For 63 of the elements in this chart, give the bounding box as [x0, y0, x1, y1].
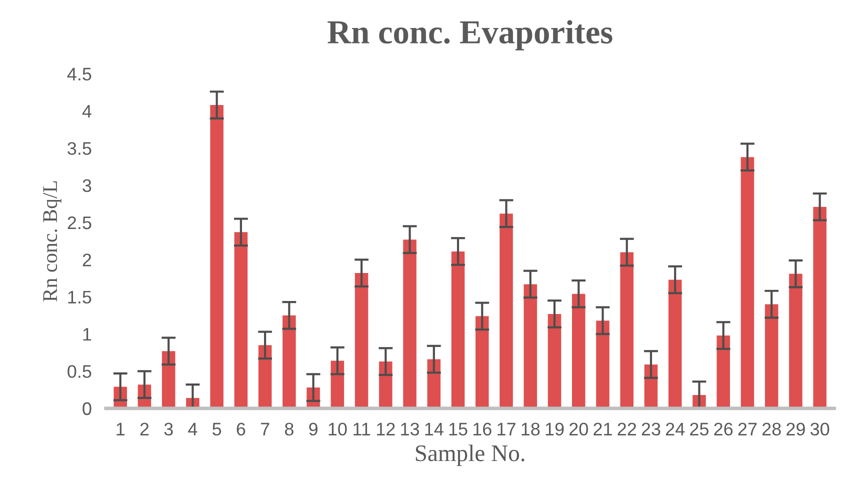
x-tick-label: 21	[594, 422, 612, 436]
x-tick-label: 13	[401, 422, 420, 436]
x-tick-label: 17	[498, 422, 516, 436]
bar	[668, 280, 682, 408]
y-tick-label: 4	[82, 105, 92, 118]
x-tick-label: 1	[116, 422, 124, 436]
bar	[764, 304, 778, 408]
x-tick-label: 24	[666, 422, 685, 436]
bar	[234, 232, 248, 408]
bar	[500, 214, 513, 408]
bar	[740, 157, 754, 408]
x-tick-label: 23	[642, 422, 660, 436]
bar	[813, 206, 826, 408]
bar	[282, 315, 296, 408]
x-tick-label: 10	[328, 422, 347, 436]
x-tick-label: 26	[714, 422, 733, 436]
bar	[789, 274, 802, 408]
y-tick-label: 0	[82, 402, 92, 416]
y-tick-label: 4.5	[67, 68, 92, 81]
x-tick-label: 30	[810, 422, 830, 436]
x-tick-label: 19	[546, 422, 564, 436]
y-axis-title: Rn conc. Bq/L	[43, 181, 62, 302]
bar	[354, 273, 368, 408]
x-tick-label: 6	[236, 422, 246, 436]
x-tick-label: 12	[377, 422, 395, 436]
x-tick-label: 16	[473, 422, 492, 436]
x-tick-label: 8	[284, 422, 294, 436]
x-tick-label: 3	[164, 422, 173, 436]
chart-title: Rn conc. Evaporites	[328, 20, 612, 50]
y-tick-label: 3	[82, 179, 92, 192]
y-tick-label: 1	[83, 328, 92, 341]
bar	[476, 316, 489, 408]
bar	[403, 240, 416, 408]
x-tick-label: 28	[762, 422, 781, 436]
bar	[596, 320, 610, 408]
y-tick-label: 2	[82, 254, 92, 266]
y-tick-label: 2.5	[68, 216, 92, 230]
y-tick-label: 3.5	[68, 142, 92, 155]
x-tick-label: 4	[188, 422, 198, 436]
x-tick-label: 22	[618, 422, 636, 436]
x-axis-title: Sample No.	[416, 444, 524, 466]
bar	[572, 294, 586, 408]
x-tick-label: 5	[212, 422, 222, 436]
x-tick-label: 11	[354, 422, 370, 436]
bar	[716, 336, 730, 408]
bar	[258, 345, 272, 408]
x-tick-label: 18	[522, 422, 540, 436]
x-tick-label: 14	[425, 422, 444, 436]
x-tick-label: 20	[569, 422, 588, 436]
y-tick-label: 0.5	[68, 365, 92, 378]
bar	[524, 284, 538, 408]
bar	[451, 251, 465, 408]
bar	[210, 105, 224, 408]
x-tick-label: 25	[690, 422, 709, 436]
y-tick-label: 1.5	[68, 290, 92, 304]
bar	[548, 314, 562, 408]
x-tick-label: 2	[140, 422, 149, 436]
x-tick-label: 7	[260, 422, 270, 436]
x-tick-label: 27	[738, 422, 757, 436]
x-tick-label: 15	[449, 422, 468, 436]
x-tick-label: 29	[786, 422, 805, 436]
bar	[620, 252, 634, 408]
x-tick-label: 9	[309, 422, 318, 436]
